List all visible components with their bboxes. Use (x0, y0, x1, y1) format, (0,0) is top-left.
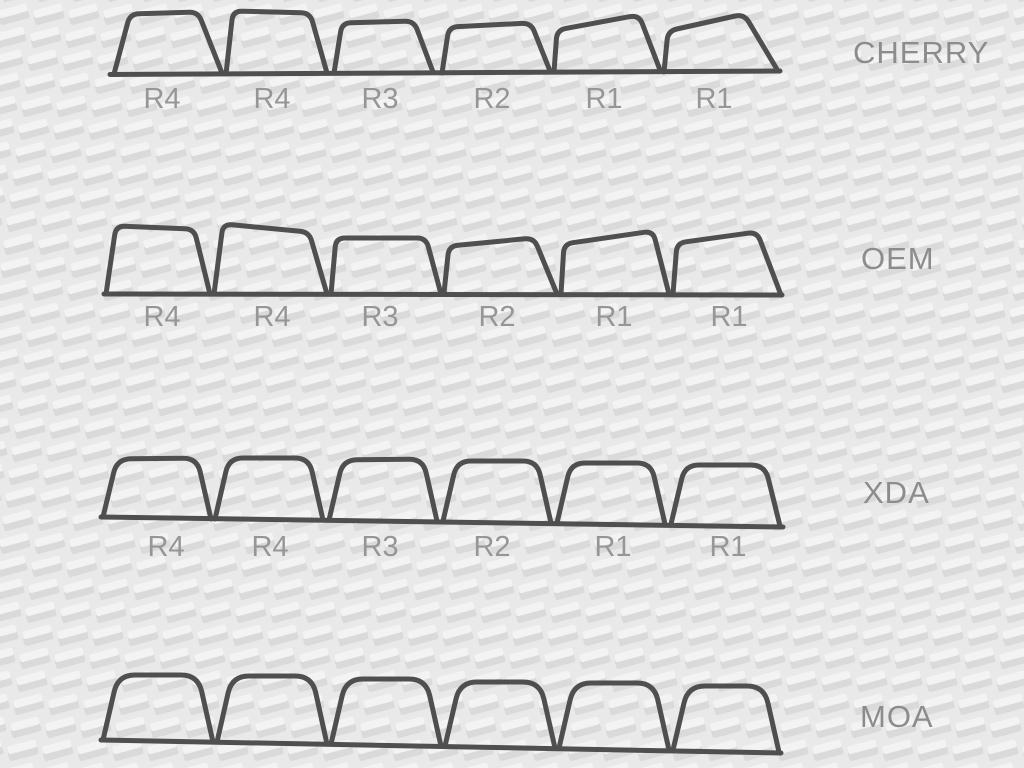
row-label: R4 (143, 83, 180, 115)
keycap-outline (668, 462, 783, 529)
row-baseline (107, 68, 783, 77)
keycap-outline (111, 9, 225, 77)
keycap-outline (326, 456, 440, 524)
keycap-outline (100, 672, 216, 745)
keycap-outline (223, 8, 330, 77)
keycap-outline (554, 460, 668, 527)
keycap-outline (442, 679, 558, 751)
keycap-outline (439, 20, 553, 76)
keycap-outline (441, 236, 560, 297)
profile-row-oem (101, 222, 785, 298)
profile-name-moa: MOA (860, 699, 934, 734)
row-label: R1 (709, 531, 746, 563)
row-label: R2 (473, 531, 510, 563)
row-label: R4 (251, 531, 288, 563)
row-label: R3 (361, 301, 398, 333)
row-label: R1 (695, 83, 732, 115)
keycap-outline (100, 455, 214, 522)
profile-row-cherry (107, 8, 783, 77)
keycap-outline (670, 683, 782, 755)
keycap-outline (214, 673, 330, 747)
keycap-shapes (98, 8, 786, 756)
row-label: R4 (143, 301, 180, 333)
profile-name-oem: OEM (861, 241, 935, 276)
row-label: R1 (595, 301, 632, 333)
keycap-outline (670, 230, 784, 298)
keycap-outline (440, 458, 554, 526)
row-label: R4 (253, 301, 290, 333)
row-label: R3 (361, 531, 398, 563)
keycap-outline (103, 223, 213, 297)
row-label: R2 (473, 83, 510, 115)
row-label: R2 (478, 301, 515, 333)
labels-layer: CHERRY OEM XDA MOA R4 R4 R3 R2 R1 R1 R4 … (143, 35, 989, 734)
keycap-outline (328, 235, 444, 297)
row-label: R4 (147, 531, 184, 563)
row-label: R1 (594, 531, 631, 563)
keycap-outline (661, 13, 781, 75)
keycap-outline (328, 676, 444, 749)
keycap-outline (331, 18, 436, 76)
profile-row-xda (98, 455, 786, 530)
keycap-outline (551, 13, 663, 75)
keycap-outline (556, 680, 672, 753)
row-label: R1 (585, 83, 622, 115)
profile-name-cherry: CHERRY (853, 35, 989, 70)
keycap-outline (558, 229, 672, 297)
keycap-outline (211, 222, 330, 297)
row-label: R1 (710, 301, 747, 333)
profile-row-moa (98, 672, 784, 756)
row-label: R3 (361, 83, 398, 115)
row-label: R4 (253, 83, 290, 115)
keycap-outline (212, 455, 326, 523)
profile-name-xda: XDA (863, 475, 930, 510)
